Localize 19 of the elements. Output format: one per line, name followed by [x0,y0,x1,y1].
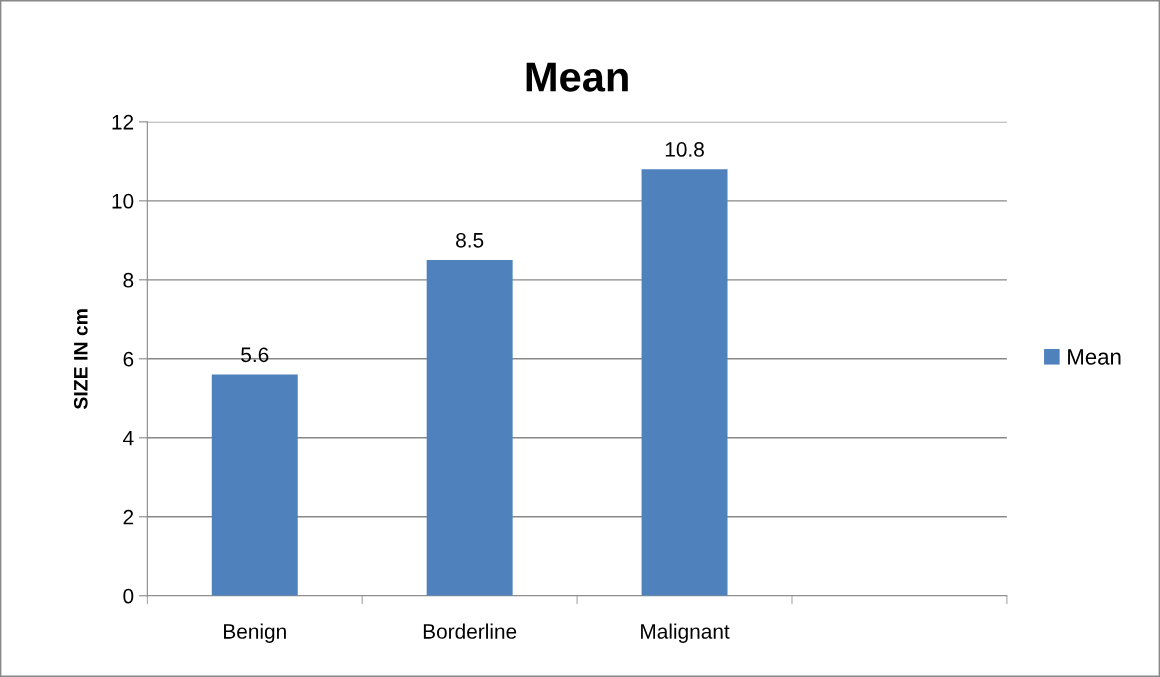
bar [426,260,513,596]
bar [211,374,298,596]
x-tick-label: Borderline [423,623,517,639]
y-tick-label: 6 [123,351,134,367]
bar [641,169,728,596]
y-tick-label: 2 [123,509,134,525]
data-label: 10.8 [665,142,704,157]
legend-label: Mean [1068,349,1121,365]
y-tick-label: 12 [112,114,134,130]
x-tick-label: Malignant [641,623,730,643]
chart-title: Mean [526,62,628,92]
x-tick-label: Benign [224,623,286,643]
y-tick-label: 4 [123,431,134,446]
y-tick-label: 10 [112,193,134,209]
data-label: 5.6 [241,347,269,363]
y-axis-title: SIZE IN cm [73,309,88,410]
data-label: 8.5 [456,232,484,248]
y-tick-label: 0 [123,588,134,604]
y-tick-label: 8 [123,272,134,288]
